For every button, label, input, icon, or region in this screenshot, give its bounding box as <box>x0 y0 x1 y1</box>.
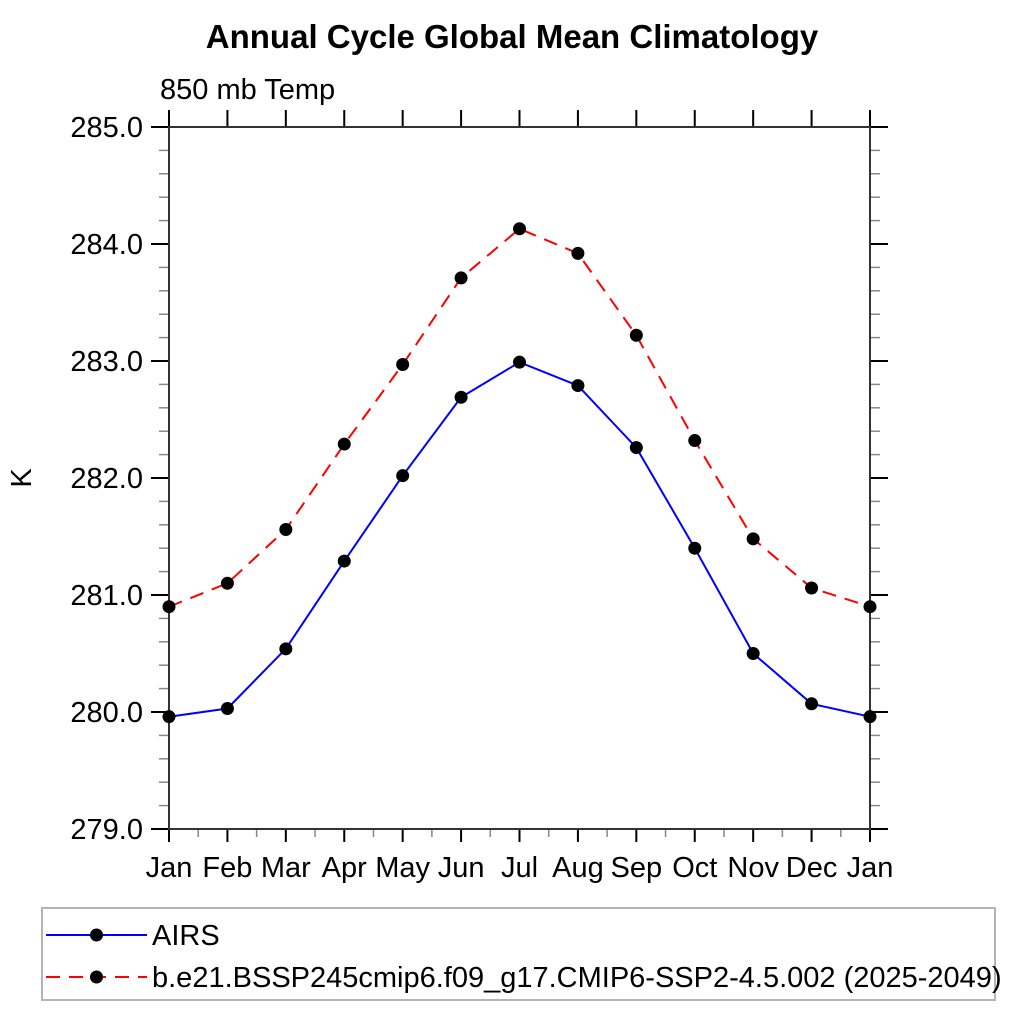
legend-box <box>41 907 996 1001</box>
x-tick-label: Apr <box>322 852 367 884</box>
x-tick-label: Oct <box>672 852 717 884</box>
data-point-marker <box>396 469 410 483</box>
data-point-marker <box>337 554 351 568</box>
data-point-marker <box>805 697 819 711</box>
axes-layer: Jan Feb Mar Apr May Jun Jul Aug Sep Oct Nov Dec Jan2… <box>70 110 893 884</box>
y-tick-label: 283.0 <box>70 346 143 378</box>
x-tick-label: Sep <box>611 852 663 884</box>
data-point-marker <box>629 441 643 455</box>
data-point-marker <box>396 358 410 372</box>
x-tick-label: Mar <box>261 852 311 884</box>
plot-frame <box>168 126 871 830</box>
data-point-marker <box>279 642 293 656</box>
y-tick-label: 284.0 <box>70 229 143 261</box>
data-point-marker <box>863 600 877 614</box>
series-layer <box>162 222 877 724</box>
x-tick-label: Jul <box>501 852 538 884</box>
x-tick-label: Jun <box>438 852 485 884</box>
legend-marker-1 <box>90 970 103 984</box>
x-tick-label: Jan <box>146 852 193 884</box>
x-tick-label: May <box>375 852 430 884</box>
series-line-1 <box>168 227 871 608</box>
y-tick-label: 280.0 <box>70 697 143 729</box>
data-point-marker <box>220 576 234 590</box>
data-point-marker <box>688 541 702 555</box>
legend-label-0: AIRS <box>152 920 220 952</box>
y-tick-label: 285.0 <box>70 112 143 144</box>
data-point-marker <box>571 379 585 393</box>
y-tick-label: 279.0 <box>70 814 143 846</box>
y-tick-label: 282.0 <box>70 463 143 495</box>
data-point-marker <box>162 600 176 614</box>
data-point-marker <box>746 532 760 546</box>
data-point-marker <box>571 246 585 260</box>
data-point-marker <box>746 647 760 660</box>
legend: AIRS b.e21.BSSP245cmip6.f09_g17.CMIP6-SSP… <box>41 907 1002 1001</box>
legend-marker-0 <box>90 928 103 942</box>
data-point-marker <box>337 437 351 451</box>
x-tick-label: Nov <box>727 852 779 884</box>
data-point-marker <box>162 710 176 724</box>
x-tick-label: Feb <box>202 852 252 884</box>
data-point-marker <box>513 355 526 369</box>
y-axis-unit-label: K <box>6 468 38 488</box>
data-point-marker <box>629 328 643 342</box>
data-point-marker <box>863 710 877 724</box>
chart-title: Annual Cycle Global Mean Climatology <box>206 18 819 55</box>
x-tick-label: Dec <box>786 852 838 884</box>
data-point-marker <box>220 701 234 715</box>
data-point-marker <box>454 390 468 404</box>
legend-label-1: b.e21.BSSP245cmip6.f09_g17.CMIP6-SSP2-4.… <box>152 962 1002 994</box>
y-tick-label: 281.0 <box>70 580 143 612</box>
data-point-marker <box>805 581 819 595</box>
x-tick-label: Jan <box>847 852 894 884</box>
data-point-marker <box>279 522 293 536</box>
chart-subtitle: 850 mb Temp <box>160 74 335 106</box>
data-point-marker <box>454 271 468 285</box>
data-point-marker <box>513 222 526 236</box>
x-tick-label: Aug <box>552 852 604 884</box>
data-point-marker <box>688 434 702 448</box>
